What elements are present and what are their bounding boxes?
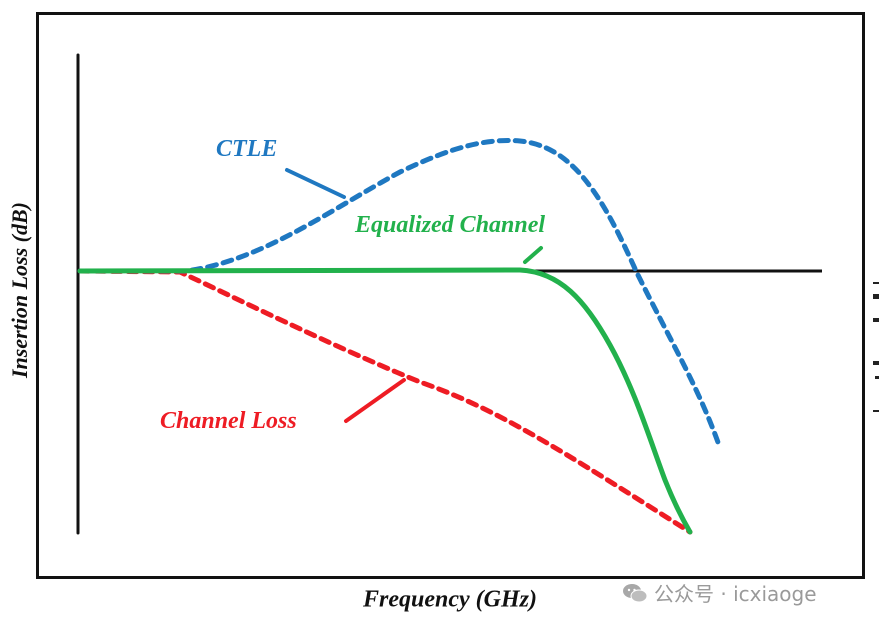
watermark: 公众号 · icxiaoge — [622, 578, 817, 607]
equalized-leader-line — [523, 246, 543, 264]
cropped-edge-fragments — [873, 282, 879, 412]
chart-frame — [36, 12, 865, 579]
wechat-icon — [623, 583, 648, 602]
channel-loss-annotation: Channel Loss — [160, 408, 297, 434]
series-ctle — [77, 138, 723, 451]
watermark-text: 公众号 · icxiaoge — [654, 582, 817, 606]
series-channel-loss — [77, 268, 693, 535]
ctle-leader-line — [285, 168, 346, 199]
y-axis-label: Insertion Loss (dB) — [7, 201, 32, 379]
ctle-annotation: CTLE — [216, 136, 278, 162]
series-equalized-channel — [77, 267, 693, 535]
x-axis-label: Frequency (GHz) — [363, 586, 537, 613]
channel-loss-leader-line — [344, 378, 406, 423]
equalized-channel-annotation: Equalized Channel — [355, 212, 546, 238]
